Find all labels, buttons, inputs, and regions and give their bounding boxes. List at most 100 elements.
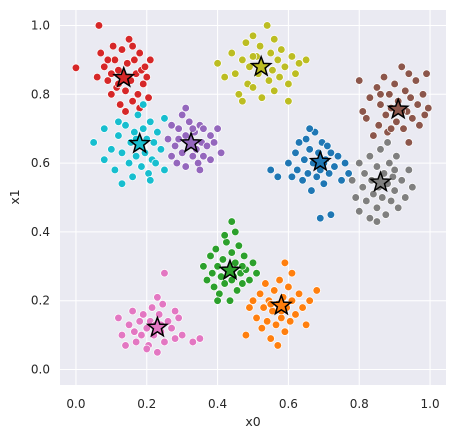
scatter-point [170,306,180,316]
scatter-point [147,303,157,312]
scatter-point [385,90,394,99]
scatter-point [266,165,275,175]
scatter-point [107,69,116,78]
scatter-point [351,193,360,202]
centroid-star-marker [386,97,410,120]
scatter-point [386,196,396,206]
centroid-star-marker [218,258,242,281]
y-tick-label: 0.6 [31,156,50,170]
scatter-point [381,210,390,219]
scatter-point [188,337,197,347]
scatter-point [114,131,123,140]
scatter-point [261,279,270,288]
scatter-point [142,72,151,82]
scatter-point [362,196,371,206]
centroid-star-marker [249,54,273,77]
scatter-point [294,59,304,68]
scatter-point [213,59,222,68]
scatter-point [390,79,399,89]
x-tick-label: 0.8 [350,397,369,411]
scatter-point [108,41,118,51]
scatter-point [117,148,127,157]
scatter-point [96,48,105,58]
scatter-point [89,138,98,147]
scatter-point [139,79,148,89]
scatter-point [300,155,309,164]
scatter-point [128,97,137,106]
scatter-point [263,21,272,30]
scatter-point [365,213,375,223]
scatter-point [216,148,226,157]
scatter-point [399,124,408,133]
scatter-point [144,169,153,178]
scatter-point [153,293,162,302]
scatter-point [195,334,205,343]
scatter-point [284,97,293,106]
scatter-point [316,213,325,223]
scatter-point [252,269,261,278]
scatter-point [266,48,275,58]
scatter-point [264,76,274,85]
scatter-point [287,269,297,278]
scatter-point [291,69,300,78]
scatter-point [130,127,139,137]
scatter-point [110,55,120,65]
scatter-point [298,176,307,185]
scatter-point [117,179,127,188]
scatter-point [392,152,401,161]
scatter-point [248,31,258,40]
scatter-point [263,317,272,326]
scatter-point [178,148,187,157]
scatter-point [284,158,293,168]
scatter-point [215,289,224,298]
scatter-point [404,165,413,175]
scatter-point [406,93,415,102]
scatter-point [71,63,81,72]
scatter-point [220,231,229,240]
scatter-point [383,138,392,147]
scatter-point [404,138,413,147]
scatter-point [287,172,297,182]
scatter-point [259,303,268,312]
scatter-point [301,55,311,65]
scatter-point [273,55,282,65]
scatter-point [255,41,265,51]
scatter-point [268,66,277,75]
scatter-point [252,313,261,323]
scatter-point [248,258,258,268]
scatter-point [181,162,190,171]
scatter-point [206,131,215,140]
scatter-point [340,158,350,168]
x-axis-title: x0 [245,414,260,429]
scatter-point [137,162,146,171]
scatter-point [422,69,431,78]
scatter-point [365,93,375,102]
scatter-point [379,72,389,82]
scatter-point [376,145,385,154]
scatter-point [100,155,109,164]
scatter-point [100,62,109,71]
scatter-point [131,152,141,161]
scatter-point [362,114,371,123]
scatter-point [245,303,254,312]
scatter-point [344,169,353,178]
scatter-point [174,313,183,323]
scatter-point [420,110,429,120]
scatter-point [206,251,215,261]
scatter-point [372,83,382,92]
scatter-point [266,334,275,343]
scatter-point [124,320,134,329]
centroid-star-marker [145,315,169,338]
scatter-point [390,165,399,175]
scatter-point [255,289,265,298]
scatter-point [181,103,190,113]
scatter-point [326,210,336,219]
scatter-point [312,286,321,295]
scatter-point [273,172,282,182]
scatter-point [209,282,219,292]
scatter-point [151,158,160,168]
scatter-point [303,169,313,178]
scatter-point [133,110,143,120]
scatter-point [324,169,334,178]
scatter-point [114,117,123,126]
